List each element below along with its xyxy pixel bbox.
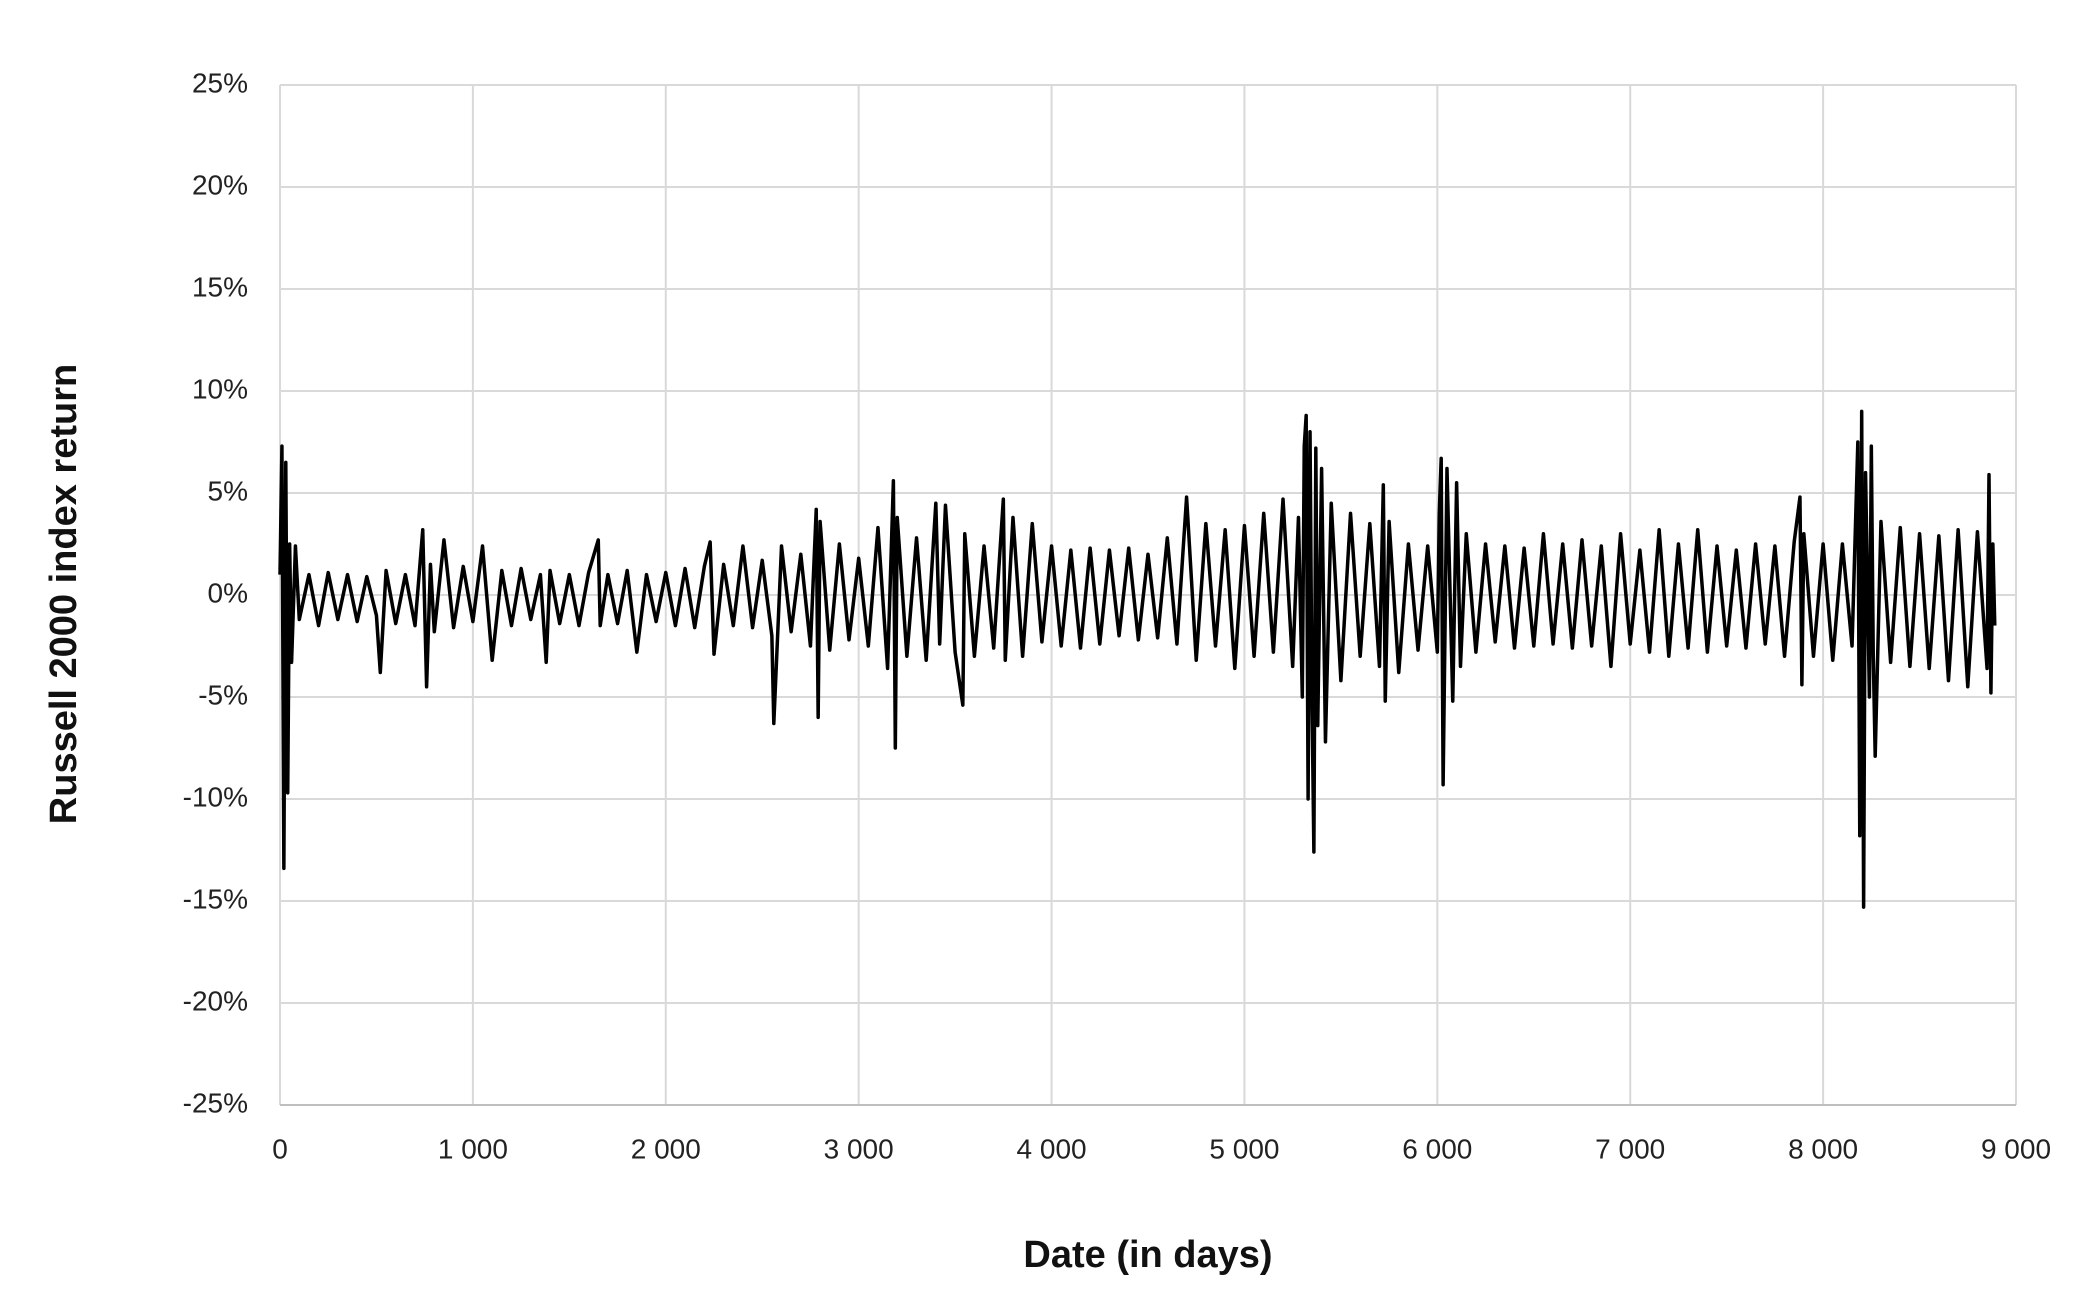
- y-tick-label: 25%: [192, 67, 248, 98]
- x-tick-label: 6 000: [1402, 1133, 1472, 1164]
- x-tick-label: 0: [272, 1133, 288, 1164]
- y-tick-label: -20%: [183, 985, 248, 1016]
- x-tick-label: 1 000: [438, 1133, 508, 1164]
- x-tick-label: 8 000: [1788, 1133, 1858, 1164]
- x-axis-title: Date (in days): [1023, 1234, 1272, 1276]
- y-tick-label: 5%: [208, 475, 248, 506]
- y-tick-label: 15%: [192, 271, 248, 302]
- y-tick-label: -25%: [183, 1087, 248, 1118]
- x-tick-label: 9 000: [1981, 1133, 2051, 1164]
- x-tick-label: 2 000: [631, 1133, 701, 1164]
- x-tick-label: 5 000: [1209, 1133, 1279, 1164]
- y-tick-label: -5%: [198, 679, 248, 710]
- x-tick-label: 3 000: [824, 1133, 894, 1164]
- x-tick-label: 4 000: [1017, 1133, 1087, 1164]
- y-axis-title: Russell 2000 index return: [43, 364, 85, 824]
- y-tick-label: -10%: [183, 781, 248, 812]
- y-tick-label: 10%: [192, 373, 248, 404]
- data-line: [278, 409, 1997, 909]
- y-tick-label: 0%: [208, 577, 248, 608]
- x-tick-label: 7 000: [1595, 1133, 1665, 1164]
- y-tick-label: 20%: [192, 169, 248, 200]
- y-tick-label: -15%: [183, 883, 248, 914]
